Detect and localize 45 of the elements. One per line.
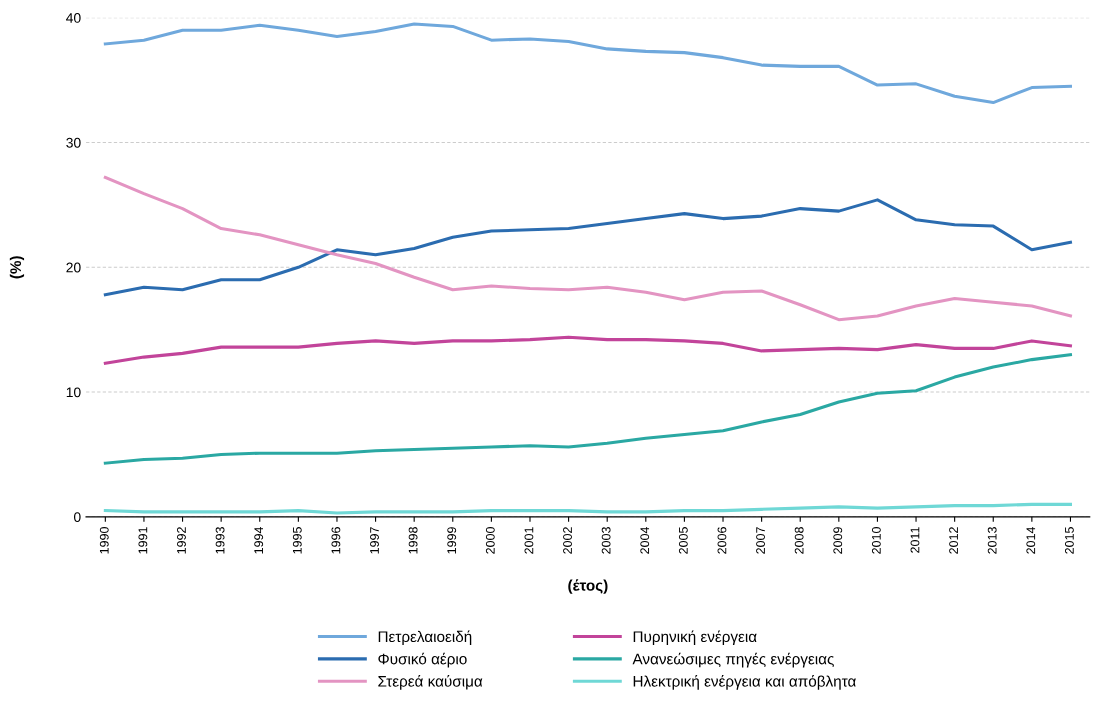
x-tick-label: 1992: [177, 527, 186, 554]
x-tick-label: 2000: [485, 527, 495, 554]
x-tick-label: 2001: [524, 527, 534, 554]
line-series: [103, 198, 1072, 297]
x-tick-label: 2009: [833, 527, 843, 554]
x-tick-label: 1999: [447, 527, 457, 554]
y-tick-label: 0: [73, 512, 81, 523]
y-axis-title: (%): [9, 256, 25, 279]
x-tick-label: 1994: [254, 526, 264, 554]
x-tick-label: 2011: [910, 527, 920, 553]
x-tick-label: 2005: [678, 527, 688, 554]
x-tick-label: 2004: [640, 526, 650, 554]
x-axis-title: (έτος): [568, 579, 608, 594]
x-tick-label: 1990: [99, 527, 109, 554]
legend-label: Πυρηνική ενέργεια: [633, 630, 757, 646]
x-tick-label: 1998: [408, 527, 418, 554]
x-tick-label: 1991: [138, 527, 148, 554]
x-tick-label: 2007: [756, 527, 765, 554]
x-tick-label: 2013: [987, 527, 997, 554]
y-tick-label: 10: [66, 387, 81, 398]
legend-label: Στερεά καύσιμα: [378, 675, 483, 690]
legend-label: Ηλεκτρική ενέργεια και απόβλητα: [633, 675, 856, 690]
y-tick-label: 30: [66, 137, 81, 148]
line-series: [103, 22, 1072, 105]
x-tick-label: 2014: [1026, 526, 1036, 554]
x-tick-label: 2012: [949, 527, 958, 554]
y-tick-label: 20: [66, 262, 81, 273]
line-series: [103, 175, 1072, 322]
x-tick-label: 1996: [331, 527, 341, 554]
x-tick-label: 2006: [717, 527, 727, 554]
line-series: [103, 502, 1072, 515]
line-series: [103, 335, 1072, 365]
x-tick-label: 2003: [601, 527, 611, 554]
x-tick-label: 1997: [370, 527, 379, 554]
x-tick-label: 2002: [563, 527, 572, 554]
x-tick-label: 1993: [215, 527, 225, 554]
x-tick-label: 2008: [794, 527, 804, 554]
legend-label: Πετρελαιοειδή: [378, 630, 472, 646]
x-tick-label: 1995: [292, 527, 302, 554]
y-tick-label: 40: [66, 13, 81, 23]
legend-label: Ανανεώσιμες πηγές ενέργειας: [632, 652, 834, 668]
x-tick-label: 2015: [1064, 527, 1074, 554]
x-tick-label: 2010: [871, 527, 881, 554]
legend-label: Φυσικό αέριο: [378, 652, 467, 668]
line-series: [103, 353, 1072, 465]
